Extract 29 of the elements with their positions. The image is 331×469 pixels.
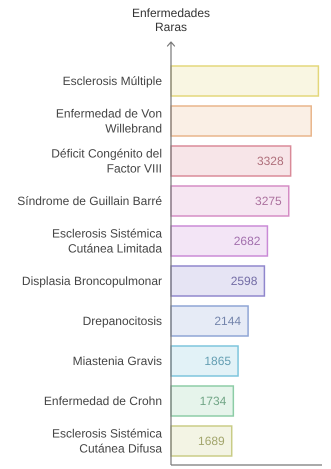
- data-label: 1734: [200, 394, 227, 408]
- data-label: 1689: [198, 434, 226, 448]
- y-tick-label: Síndrome de Guillain Barré: [17, 194, 162, 208]
- y-tick-label: Esclerosis Sistémica Cutánea Limitada: [52, 226, 162, 256]
- y-tick-label: Miastenia Gravis: [72, 354, 162, 368]
- bar: [170, 265, 266, 297]
- bar: [170, 185, 290, 217]
- data-label: 3275: [255, 194, 282, 208]
- bar: [170, 65, 320, 97]
- y-tick-label: Displasia Broncopulmonar: [22, 274, 162, 288]
- y-tick-label: Esclerosis Múltiple: [62, 74, 162, 88]
- y-tick-label: Enfermedad de Crohn: [44, 394, 162, 408]
- y-axis-title: Enfermedades Raras: [132, 6, 210, 34]
- bar: [170, 305, 249, 337]
- y-tick-label: Déficit Congénito del Factor VIII: [51, 146, 162, 176]
- y-tick-label: Esclerosis Sistémica Cutánea Difusa: [52, 426, 162, 456]
- bar: [170, 105, 312, 137]
- data-label: 3328: [256, 154, 284, 168]
- data-label: 2144: [214, 314, 242, 328]
- bar: [170, 385, 234, 417]
- y-tick-label: Drepanocitosis: [82, 314, 162, 328]
- bar: [170, 225, 268, 257]
- bar: [170, 145, 292, 177]
- y-tick-label: Enfermedad de Von Willebrand: [56, 106, 162, 136]
- bar: [170, 345, 239, 377]
- data-label: 2682: [234, 234, 261, 248]
- data-label: 2598: [230, 274, 258, 288]
- bar: [170, 425, 232, 457]
- data-label: 1865: [204, 354, 232, 368]
